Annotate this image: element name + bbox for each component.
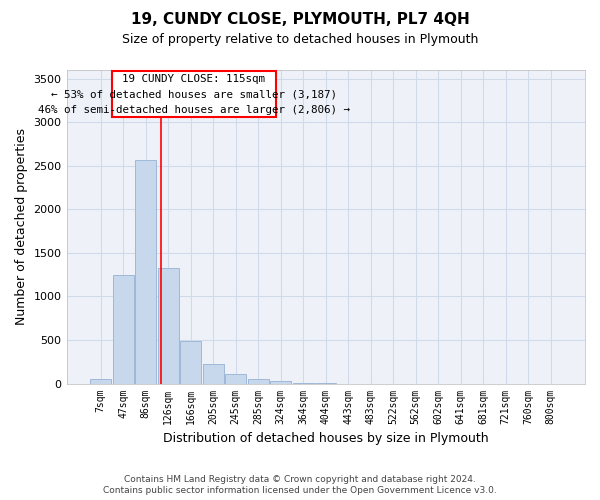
Y-axis label: Number of detached properties: Number of detached properties	[15, 128, 28, 326]
Text: Contains HM Land Registry data © Crown copyright and database right 2024.: Contains HM Land Registry data © Crown c…	[124, 475, 476, 484]
FancyBboxPatch shape	[112, 72, 276, 118]
Bar	[248, 379, 269, 384]
Bar	[180, 341, 202, 384]
Bar	[135, 160, 157, 384]
X-axis label: Distribution of detached houses by size in Plymouth: Distribution of detached houses by size …	[163, 432, 488, 445]
Bar	[225, 374, 247, 384]
Bar	[90, 379, 112, 384]
Bar	[158, 268, 179, 384]
Bar	[293, 382, 314, 384]
Text: 19 CUNDY CLOSE: 115sqm
← 53% of detached houses are smaller (3,187)
46% of semi-: 19 CUNDY CLOSE: 115sqm ← 53% of detached…	[38, 74, 350, 115]
Text: Contains public sector information licensed under the Open Government Licence v3: Contains public sector information licen…	[103, 486, 497, 495]
Bar	[203, 364, 224, 384]
Text: 19, CUNDY CLOSE, PLYMOUTH, PL7 4QH: 19, CUNDY CLOSE, PLYMOUTH, PL7 4QH	[131, 12, 469, 28]
Bar	[270, 382, 292, 384]
Text: Size of property relative to detached houses in Plymouth: Size of property relative to detached ho…	[122, 32, 478, 46]
Bar	[113, 274, 134, 384]
